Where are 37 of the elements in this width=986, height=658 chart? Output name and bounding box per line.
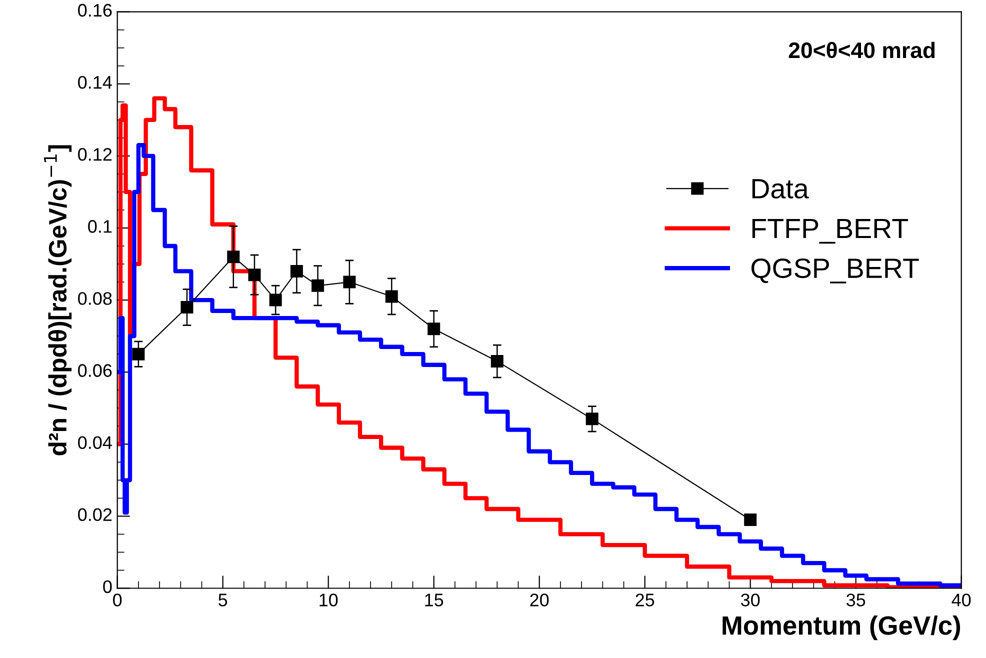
y-tick-label: 0.1 [88, 220, 112, 233]
point [744, 514, 757, 526]
y-tick-label: 0.08 [78, 292, 112, 305]
point [428, 322, 440, 336]
y-tick-label: 0 [103, 580, 112, 594]
x-tick-label: 35 [846, 594, 866, 606]
y-tick-label: 0.06 [78, 364, 112, 377]
legend-label: QGSP_BERT [751, 258, 919, 284]
y-tick-label: 0.04 [78, 436, 112, 449]
point [180, 301, 194, 314]
y-tick-label: 0.16 [78, 4, 112, 17]
x-tick-label: 20 [530, 594, 549, 606]
x-tick-label: 40 [952, 594, 971, 606]
point [490, 355, 504, 368]
point [132, 348, 145, 360]
x-tick-label: 0 [113, 594, 122, 606]
point [586, 412, 598, 426]
y-tick-label: 0.12 [78, 148, 112, 161]
y-tick-label: 0.14 [78, 76, 112, 89]
annotation: 20<θ<40 mrad [788, 42, 935, 58]
point [248, 268, 261, 282]
point [385, 290, 398, 303]
x-axis-title: Momentum (GeV/c) [722, 616, 960, 640]
x-tick-label: 30 [740, 594, 760, 606]
x-tick-label: 25 [636, 594, 654, 606]
point [269, 294, 282, 306]
y-axis-title: d²n / (dpdθ)[rad.(GeV/c)$^{−1}$] [44, 145, 72, 456]
point [312, 279, 324, 292]
x-tick-label: 5 [218, 594, 228, 606]
point [343, 276, 356, 288]
legend-label: Data [752, 179, 809, 199]
point [290, 264, 303, 278]
x-tick-label: 15 [425, 594, 444, 606]
point [227, 250, 240, 264]
legend-label: FTFP_BERT [752, 218, 908, 244]
x-tick-label: 10 [320, 594, 338, 606]
y-tick-label: 0.02 [78, 508, 112, 522]
